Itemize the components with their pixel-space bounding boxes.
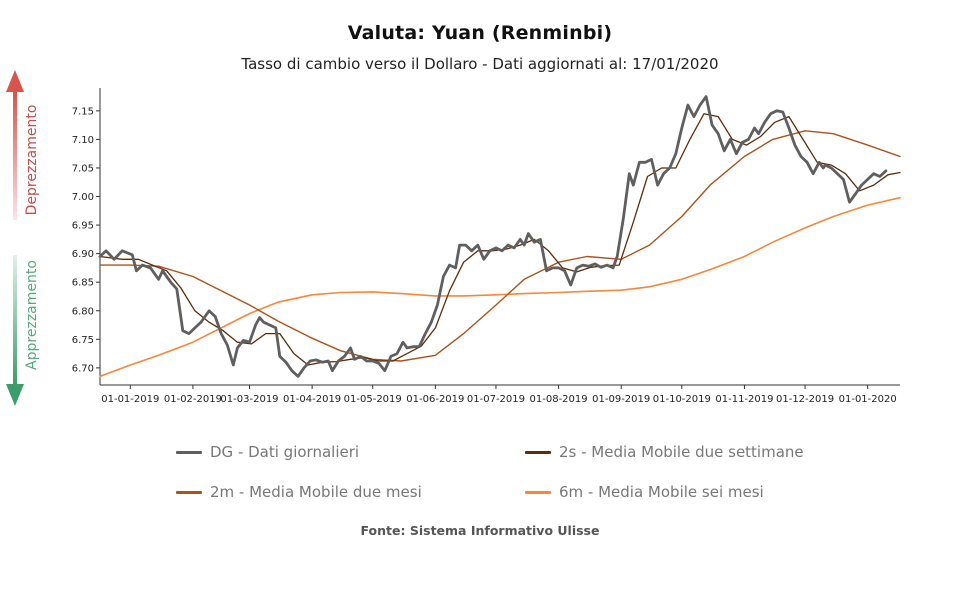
y-tick-label: 7.05 xyxy=(72,163,94,174)
axes: 6.70 6.75 6.80 6.85 6.90 6.95 7.00 7.05 7.10 7.15… xyxy=(72,88,900,405)
x-tick-label: 01-02-2019 xyxy=(164,394,222,405)
y-tick-label: 6.80 xyxy=(72,306,94,317)
depreciation-label: Deprezzamento xyxy=(24,105,40,216)
legend-swatch-2s xyxy=(525,450,551,454)
y-tick-label: 6.75 xyxy=(72,335,94,346)
y-tick-label: 7.10 xyxy=(72,135,94,146)
depreciation-arrow-icon xyxy=(6,70,24,92)
series-layer xyxy=(98,95,901,378)
legend-item-2m[interactable]: 2m - Media Mobile due mesi xyxy=(176,482,422,502)
x-tick-label: 01-01-2020 xyxy=(839,394,897,405)
legend-item-daily[interactable]: DG - Dati giornalieri xyxy=(176,442,359,462)
x-tick-label: 01-03-2019 xyxy=(220,394,278,405)
legend-item-2s[interactable]: 2s - Media Mobile due settimane xyxy=(525,442,804,462)
x-tick-label: 01-09-2019 xyxy=(592,394,650,405)
legend-label-2s: 2s - Media Mobile due settimane xyxy=(559,443,804,461)
chart-title: Valuta: Yuan (Renminbi) xyxy=(347,22,613,44)
appreciation-arrow-icon xyxy=(6,384,24,406)
legend-label-2m: 2m - Media Mobile due mesi xyxy=(210,483,422,501)
depreciation-arrow-shaft xyxy=(13,92,17,220)
y-tick-label: 6.70 xyxy=(72,363,94,374)
y-tick-label: 6.90 xyxy=(72,249,94,260)
y-tick-label: 7.15 xyxy=(72,106,94,117)
legend-swatch-2m xyxy=(176,490,202,494)
appreciation-arrow-shaft xyxy=(13,255,17,385)
chart-subtitle: Tasso di cambio verso il Dollaro - Dati … xyxy=(241,55,719,73)
series-line-0 xyxy=(98,95,888,378)
y-tick-label: 6.95 xyxy=(72,221,94,232)
source-note: Fonte: Sistema Informativo Ulisse xyxy=(360,523,600,538)
x-tick-label: 01-05-2019 xyxy=(344,394,402,405)
y-tick-label: 6.85 xyxy=(72,278,94,289)
legend-label-daily: DG - Dati giornalieri xyxy=(210,443,360,461)
legend-label-6m: 6m - Media Mobile sei mesi xyxy=(559,483,764,501)
legend-swatch-daily xyxy=(176,450,202,454)
y-tick-label: 7.00 xyxy=(72,192,94,203)
x-tick-label: 01-06-2019 xyxy=(406,394,464,405)
x-tick-label: 01-01-2019 xyxy=(101,394,159,405)
x-tick-label: 01-12-2019 xyxy=(776,394,834,405)
x-tick-label: 01-07-2019 xyxy=(467,394,525,405)
x-tick-label: 01-11-2019 xyxy=(715,394,773,405)
series-line-2 xyxy=(99,130,901,362)
x-tick-label: 01-10-2019 xyxy=(653,394,711,405)
series-line-3 xyxy=(99,196,901,378)
legend-swatch-6m xyxy=(525,490,551,494)
legend-item-6m[interactable]: 6m - Media Mobile sei mesi xyxy=(525,482,764,502)
appreciation-label: Apprezzamento xyxy=(24,260,40,370)
x-tick-label: 01-04-2019 xyxy=(283,394,341,405)
x-tick-label: 01-08-2019 xyxy=(530,394,588,405)
side-indicators: Deprezzamento Apprezzamento xyxy=(6,70,40,406)
